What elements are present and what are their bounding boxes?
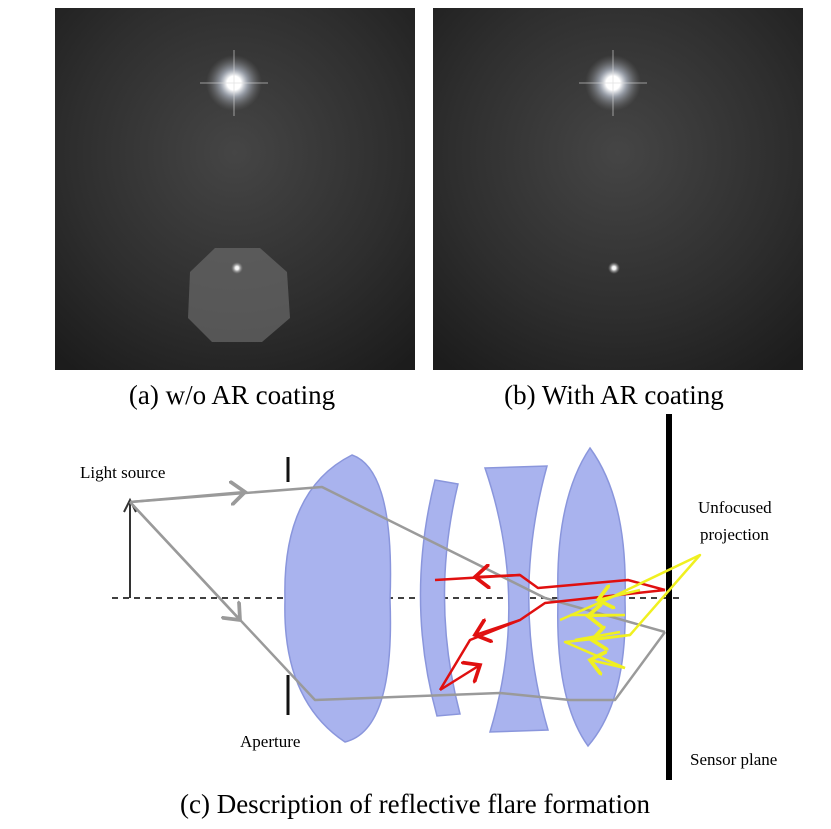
panel-b [433, 8, 803, 370]
caption-c: (c) Description of reflective flare form… [180, 789, 651, 819]
caption-b: (b) With AR coating [504, 380, 724, 410]
label-sensor: Sensor plane [690, 750, 777, 769]
caption-a: (a) w/o AR coating [129, 380, 335, 410]
label-light-source: Light source [80, 463, 165, 482]
label-aperture: Aperture [240, 732, 300, 751]
label-unfocused: Unfocused [698, 498, 772, 517]
panel-a [55, 8, 415, 370]
label-projection: projection [700, 525, 769, 544]
diagram: Light source Aperture Unfocused projecti… [80, 414, 777, 780]
